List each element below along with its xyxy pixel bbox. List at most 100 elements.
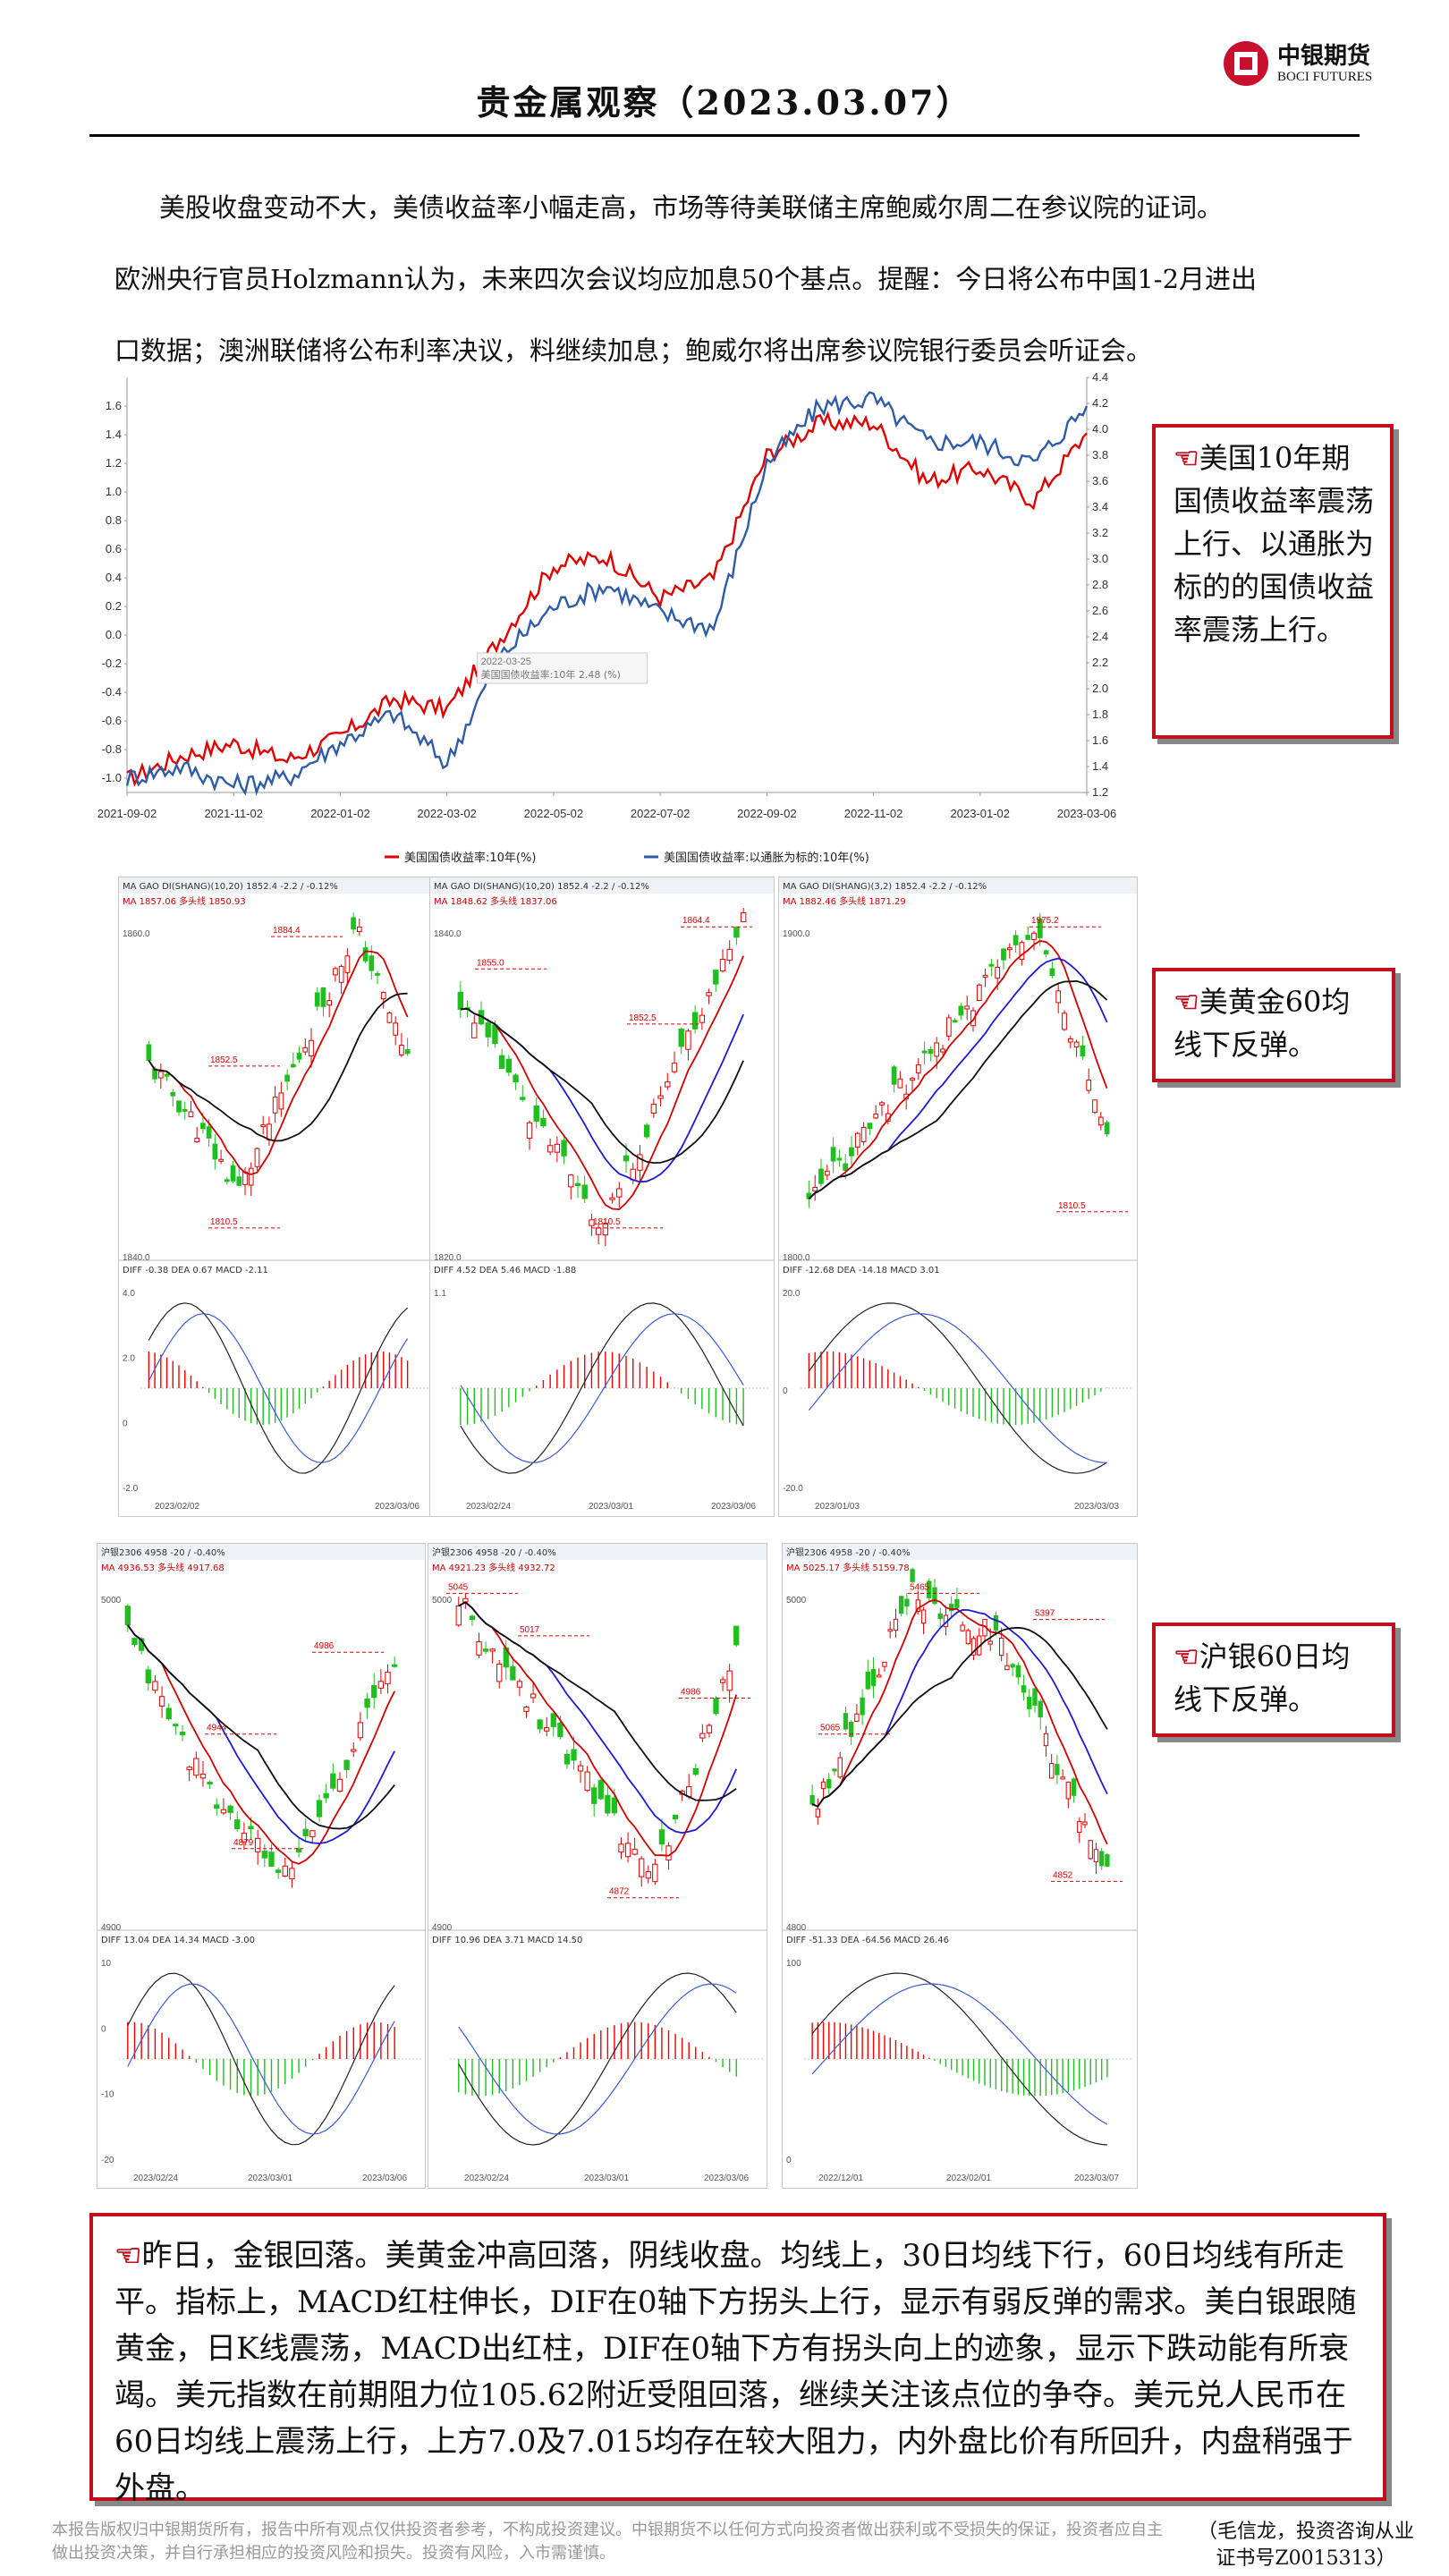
panel-header: MA GAO DI(SHANG)(3,2) 1852.4 -2.2 / -0.1… [783, 882, 987, 892]
candle [295, 1848, 302, 1853]
panel-ma-readout: MA 1857.06 多头线 1850.93 [123, 895, 246, 907]
date-label: 2023/03/01 [589, 1502, 633, 1512]
candle [199, 1774, 207, 1779]
candle [1055, 990, 1062, 1004]
candle [261, 1851, 268, 1859]
candle [887, 1629, 893, 1632]
candle [336, 1778, 343, 1792]
summary-box: ☜昨日，金银回落。美黄金冲高回落，阴线收盘。均线上，30日均线下行，60日均线有… [89, 2213, 1386, 2506]
candle [1104, 1122, 1110, 1135]
candle [234, 1819, 241, 1829]
gold-kline-panel-3: MA GAO DI(SHANG)(3,2) 1852.4 -2.2 / -0.1… [778, 877, 1138, 1517]
candle [639, 1858, 645, 1877]
candle [726, 948, 733, 961]
candle [173, 1724, 179, 1727]
candle [1065, 1781, 1072, 1800]
candle [357, 1722, 364, 1739]
price-tick-label: 1800.0 [783, 1253, 810, 1263]
candle [965, 1630, 971, 1645]
candle [645, 1871, 651, 1879]
tooltip-date: 2022-03-25 [481, 657, 531, 667]
candle [809, 1795, 815, 1805]
bond-callout: ☜美国10年期国债收益率震荡上行、以通胀为标的的国债收益率震荡上行。 [1152, 424, 1394, 739]
price-mark-label: 1810.5 [210, 1217, 238, 1227]
ma-line-red [148, 950, 409, 1175]
macd-tick-label: 0 [786, 2156, 792, 2165]
panel-ma-readout: MA 4921.23 多头线 4932.72 [432, 1562, 555, 1573]
y-right-tick-label: 3.6 [1092, 474, 1108, 487]
panel-header: MA GAO DI(SHANG)(10,20) 1852.4 -2.2 / -0… [123, 882, 338, 892]
candle [530, 1693, 537, 1699]
candle [993, 1614, 999, 1631]
candle [227, 1805, 233, 1813]
macd-readout: DIFF 10.96 DEA 3.71 MACD 14.50 [432, 1936, 582, 1945]
y-left-tick-label: 0.0 [106, 628, 122, 641]
candle [496, 1663, 503, 1682]
macd-readout: DIFF -0.38 DEA 0.67 MACD -2.11 [123, 1266, 268, 1275]
candle [719, 958, 726, 971]
candle [1080, 1045, 1086, 1057]
date-label: 2023/02/24 [466, 1502, 511, 1512]
candle [193, 1758, 199, 1776]
candle [380, 992, 386, 1000]
panel-header-bar [779, 877, 1137, 894]
candle [1006, 947, 1013, 951]
candle [692, 1767, 699, 1775]
page-title: 贵金属观察（2023.03.07） [476, 82, 973, 123]
bond-callout-text: 美国10年期国债收益率震荡上行、以通胀为标的的国债收益率震荡上行。 [1174, 441, 1375, 647]
date-label: 2023/01/03 [815, 1502, 860, 1512]
candle [602, 1223, 609, 1236]
candle [624, 1843, 631, 1858]
silver-kline-panel-2: 沪银2306 4958 -20 / -0.40% MA 4921.23 多头线 4… [428, 1543, 767, 2189]
candle [513, 1074, 519, 1082]
candle [589, 1219, 595, 1226]
panel-header: 沪银2306 4958 -20 / -0.40% [786, 1546, 911, 1558]
candle [1086, 1080, 1092, 1091]
candle [1038, 1700, 1043, 1718]
candle [561, 1140, 567, 1157]
candle [820, 1781, 826, 1790]
y-left-tick-label: 1.0 [106, 485, 122, 498]
macd-tick-label: 4.0 [123, 1289, 135, 1299]
panel-header: 沪银2306 4958 -20 / -0.40% [101, 1546, 225, 1558]
price-tick-label: 5000 [432, 1596, 453, 1606]
price-tick-label: 4900 [101, 1923, 122, 1933]
candle [393, 1022, 399, 1036]
candle [351, 917, 356, 930]
candle [685, 1030, 691, 1050]
silver-callout: ☜沪银60日均线下反弹。 [1152, 1623, 1395, 1737]
candle [616, 1188, 623, 1198]
candle [713, 1698, 719, 1715]
candle [843, 1163, 849, 1171]
y-right-tick-label: 2.6 [1092, 604, 1108, 617]
candle [248, 1826, 254, 1830]
y-left-tick-label: 0.8 [106, 513, 122, 527]
y-left-tick-label: 0.4 [106, 571, 122, 584]
candle [547, 1145, 554, 1153]
candle [910, 1078, 915, 1081]
candle [377, 1681, 385, 1689]
candle [964, 1005, 970, 1010]
candle [826, 1779, 832, 1789]
macd-dea-line [458, 1983, 737, 2135]
candle [877, 1674, 882, 1678]
candle [212, 1143, 218, 1160]
x-tick-label: 2022-05-02 [524, 807, 584, 820]
price-mark-label: 5465 [910, 1582, 930, 1592]
pointing-hand-icon: ☜ [1174, 1640, 1199, 1674]
candle [812, 1186, 818, 1192]
candle [837, 1757, 843, 1778]
candle [882, 1661, 887, 1667]
candle [351, 1749, 357, 1752]
candle [1043, 950, 1049, 955]
candle [915, 1599, 921, 1613]
ma-line-black [460, 1007, 744, 1165]
candle [278, 1092, 284, 1110]
candle [713, 970, 719, 985]
candle [302, 1828, 309, 1836]
candle [309, 1039, 314, 1057]
panel-bg [97, 1544, 425, 2188]
y-right-tick-label: 2.8 [1092, 578, 1108, 591]
ma-line-black [808, 979, 1108, 1199]
macd-readout: DIFF 13.04 DEA 14.34 MACD -3.00 [101, 1936, 255, 1945]
